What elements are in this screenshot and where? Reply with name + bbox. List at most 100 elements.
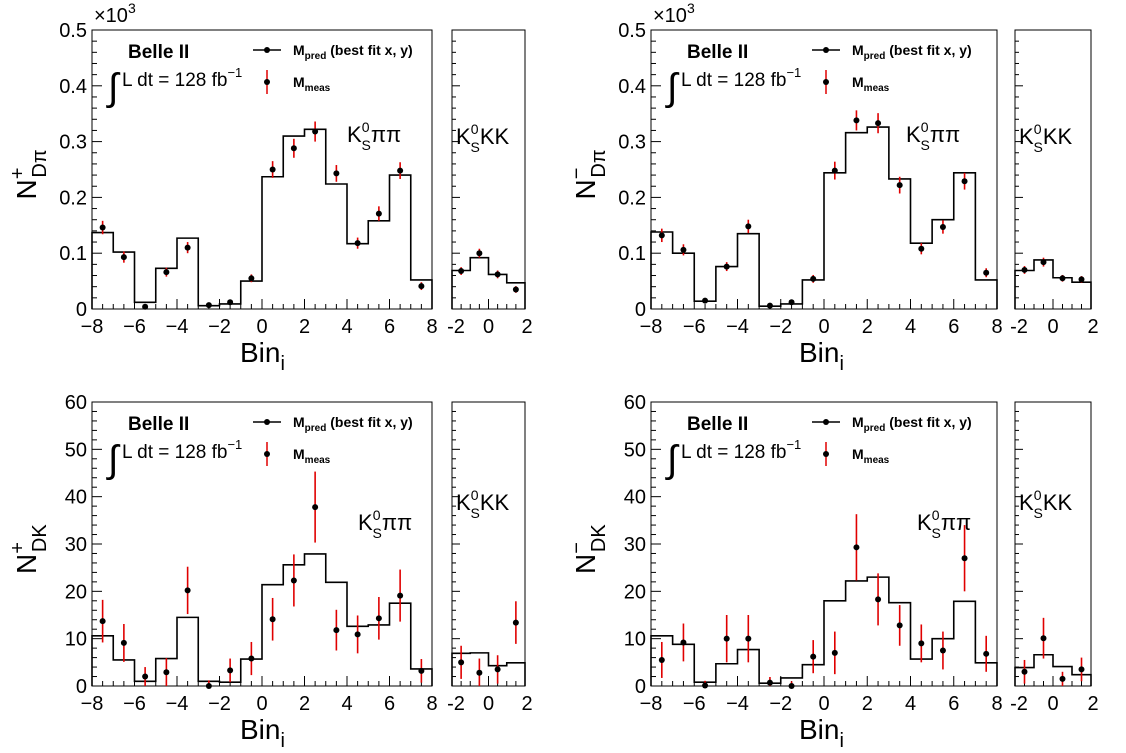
measured-point (853, 117, 860, 124)
x-tick-label: −8 (640, 316, 663, 338)
measured-point (312, 128, 319, 135)
side-measured-point (494, 271, 501, 278)
y-tick-label: 0.1 (618, 243, 646, 265)
region-kspipi-label: K0 Sππ (917, 507, 971, 541)
region-kskk-label-sup: 0 (471, 487, 479, 503)
exp-sup: 3 (687, 0, 695, 16)
measured-point (896, 622, 903, 629)
measured-point (205, 302, 212, 309)
y-exponent-label: ×103 (94, 0, 136, 27)
x-tick-label: 8 (991, 316, 1002, 338)
measured-point (269, 166, 276, 173)
region-kskk-label: K0 SKK (1019, 121, 1073, 155)
legend-meas-marker (823, 451, 829, 457)
experiment-label: Belle II (128, 414, 189, 435)
side-measured-point (1021, 266, 1028, 273)
x-title-main: Bin (799, 337, 839, 368)
legend-pred-tail: (best fit x, y) (326, 414, 412, 430)
y-tick-label: 0.4 (59, 76, 87, 98)
x-tick-label: −4 (726, 316, 749, 338)
y-axis-title: N+DK (7, 524, 51, 574)
y-tick-label: 50 (65, 439, 87, 461)
measured-point (788, 683, 795, 689)
y-tick-label: 60 (624, 392, 646, 414)
x-tick-label: −6 (123, 316, 146, 338)
side-measured-point (1078, 276, 1085, 283)
x-title-main: Bin (240, 714, 280, 745)
region-kskk-label-sup: 0 (471, 121, 479, 137)
measured-point (397, 167, 404, 174)
region-kskk-label-tail: KK (480, 124, 510, 149)
region-kspipi-label-sup: 0 (362, 119, 370, 135)
legend-pred-marker (264, 419, 270, 425)
y-tick-label: 10 (65, 629, 87, 651)
x-tick-label: −6 (123, 693, 146, 715)
x-tick-label: 2 (862, 316, 873, 338)
prediction-histogram (91, 128, 433, 309)
measured-point (99, 224, 106, 231)
measured-point (163, 669, 170, 676)
measured-point (184, 244, 191, 251)
side-measured-point (512, 619, 519, 626)
region-kspipi-label-sup: 0 (932, 507, 940, 523)
x-axis-title: Bini (799, 714, 844, 752)
lumi-sup: −1 (227, 437, 242, 452)
x-tick-label: 4 (905, 693, 916, 715)
x-axis-title: Bini (240, 714, 285, 752)
region-kskk-label: K0 SKK (1019, 487, 1073, 521)
prediction-histogram (650, 576, 998, 686)
measured-point (333, 170, 340, 177)
measured-point (896, 182, 903, 189)
region-kskk-label-sup: 0 (1034, 487, 1042, 503)
measured-point (397, 592, 404, 599)
y-title-sup: + (7, 168, 29, 180)
x-tick-label: 2 (299, 316, 310, 338)
x-tick-label: 2 (862, 693, 873, 715)
lumi-text: L dt = 128 fb (122, 442, 227, 463)
panel-3: 0 10 20 30 40 50 60 −8 −6 −4 −2 0 2 4 6 8 -2 0 2 N+DK Bini Be… (7, 392, 533, 752)
measured-point (354, 631, 361, 638)
x-tick-label: 6 (384, 693, 395, 715)
x-tick-label: −4 (726, 693, 749, 715)
x-title-sub: i (839, 353, 843, 375)
y-title-sup: + (7, 542, 29, 554)
legend-pred-sub: pred (864, 423, 886, 434)
region-kskk-label-k: K (456, 490, 471, 515)
region-kskk-label-sub: S (470, 139, 479, 155)
legend-pred-label: Mpred (best fit x, y) (852, 42, 972, 62)
legend-meas-sub: meas (864, 83, 890, 94)
x-tick-label: 8 (991, 693, 1002, 715)
side-measured-point (1078, 666, 1085, 673)
region-kspipi-label-tail: ππ (371, 122, 401, 147)
y-tick-label: 0.4 (618, 76, 646, 98)
legend-meas-marker (823, 79, 829, 85)
x-tick-label: −6 (683, 693, 706, 715)
measured-point (766, 302, 773, 309)
measured-point (290, 145, 297, 152)
side-measured-point (458, 659, 465, 666)
y-exponent-label: ×103 (653, 0, 695, 27)
y-title-sub: Dπ (29, 149, 51, 177)
measured-point (983, 269, 990, 276)
exp-base: ×10 (653, 5, 687, 27)
side-x-tick-label: 0 (483, 693, 494, 715)
panel-2: 0 0.1 0.2 0.3 0.4 0.5 −8 −6 −4 −2 0 2 4 6 8 -2 0 2 ×103 N−D… (566, 0, 1099, 375)
x-tick-label: 2 (299, 693, 310, 715)
legend-meas-label: Mmeas (293, 74, 331, 94)
measured-point (418, 283, 425, 290)
side-x-tick-label: -2 (447, 693, 465, 715)
region-kspipi-label-sub: S (372, 525, 381, 541)
side-x-tick-label: 0 (1047, 316, 1058, 338)
legend-pred-main: M (293, 414, 305, 430)
x-tick-label: 6 (948, 316, 959, 338)
panel-1: 0 0.1 0.2 0.3 0.4 0.5 −8 −6 −4 −2 0 2 4 6 8 -2 0 2 ×103 N+D… (7, 0, 533, 375)
region-kskk-label: K0 SKK (456, 121, 510, 155)
region-kskk-label-sup: 0 (1034, 121, 1042, 137)
side-plot-frame (451, 401, 526, 687)
measured-point (227, 299, 234, 306)
y-tick-label: 20 (624, 581, 646, 603)
legend-pred-marker (823, 47, 829, 53)
measured-point (831, 649, 838, 656)
x-axis-title: Bini (240, 337, 285, 375)
